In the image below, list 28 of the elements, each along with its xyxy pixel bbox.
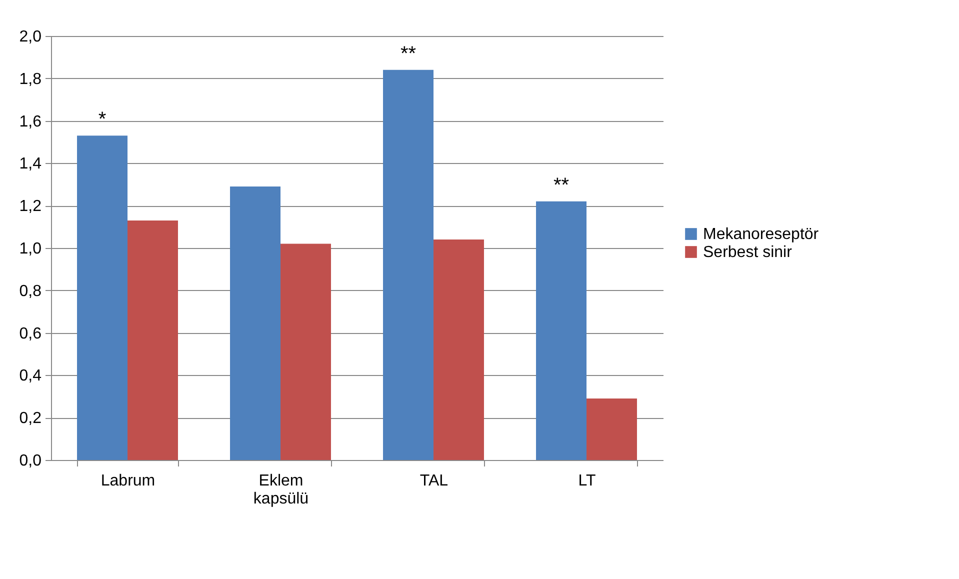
y-tick-label: 1,4	[19, 156, 42, 173]
bar	[383, 70, 434, 460]
y-tick-label: 1,6	[19, 113, 42, 130]
bar	[586, 398, 637, 460]
bar	[128, 220, 178, 460]
y-tick-label: 1,2	[19, 198, 42, 216]
legend-label: Mekanoreseptör	[703, 226, 820, 243]
bar	[77, 136, 128, 460]
y-tick-label: 0,4	[19, 368, 42, 385]
y-tick-label: 0,8	[19, 282, 42, 300]
annotation: **	[553, 174, 570, 196]
bar	[434, 240, 484, 460]
y-tick-label: 2,0	[19, 28, 42, 46]
annotation: **	[400, 42, 416, 65]
x-tick-label: Labrum	[100, 472, 156, 490]
bar	[230, 186, 280, 460]
bar	[280, 244, 331, 460]
legend-label: Serbest sinir	[703, 244, 793, 261]
y-tick-label: 0,2	[19, 410, 42, 428]
x-tick-label: Eklem kapsülü	[253, 472, 309, 508]
y-tick-label: 1,0	[19, 240, 42, 258]
x-tick-label: TAL	[420, 472, 448, 490]
x-tick-label: LT	[578, 472, 596, 490]
bar	[536, 201, 586, 460]
y-tick-label: 0,0	[19, 452, 42, 470]
annotation: *	[98, 108, 106, 131]
y-tick-label: 1,8	[19, 70, 42, 88]
y-tick-label: 0,6	[19, 325, 42, 342]
